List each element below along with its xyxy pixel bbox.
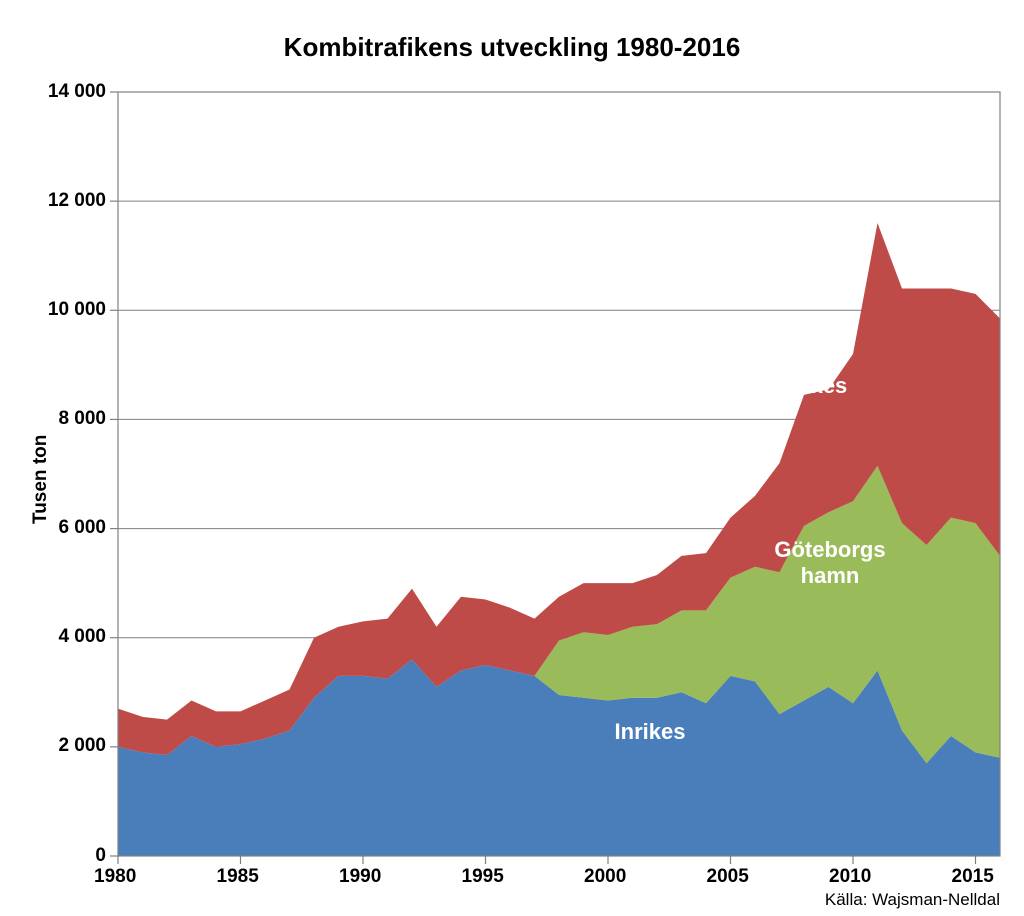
y-tick-label: 14 000 bbox=[48, 81, 106, 103]
x-tick-label: 2005 bbox=[707, 866, 749, 888]
y-tick-label: 12 000 bbox=[48, 190, 106, 212]
y-tick-label: 2 000 bbox=[58, 735, 106, 757]
x-tick-label: 2010 bbox=[829, 866, 871, 888]
series-label-göteborgs-hamn: Göteborgshamn bbox=[750, 537, 910, 590]
x-tick-label: 1995 bbox=[462, 866, 504, 888]
series-label-inrikes: Inrikes bbox=[570, 719, 730, 745]
source-label: Källa: Wajsman-Nelldal bbox=[825, 890, 1000, 910]
chart-plot-area bbox=[0, 0, 1024, 916]
y-tick-label: 8 000 bbox=[58, 408, 106, 430]
x-tick-label: 2000 bbox=[584, 866, 626, 888]
x-tick-label: 1985 bbox=[217, 866, 259, 888]
x-tick-label: 1980 bbox=[94, 866, 136, 888]
x-tick-label: 1990 bbox=[339, 866, 381, 888]
y-tick-label: 0 bbox=[95, 845, 106, 867]
y-tick-label: 4 000 bbox=[58, 626, 106, 648]
series-label-utrikes: Utrikes bbox=[730, 373, 890, 399]
y-tick-label: 10 000 bbox=[48, 299, 106, 321]
x-tick-label: 2015 bbox=[952, 866, 994, 888]
stacked-area-chart: Kombitrafikens utveckling 1980-2016 Tuse… bbox=[0, 0, 1024, 916]
y-tick-label: 6 000 bbox=[58, 517, 106, 539]
